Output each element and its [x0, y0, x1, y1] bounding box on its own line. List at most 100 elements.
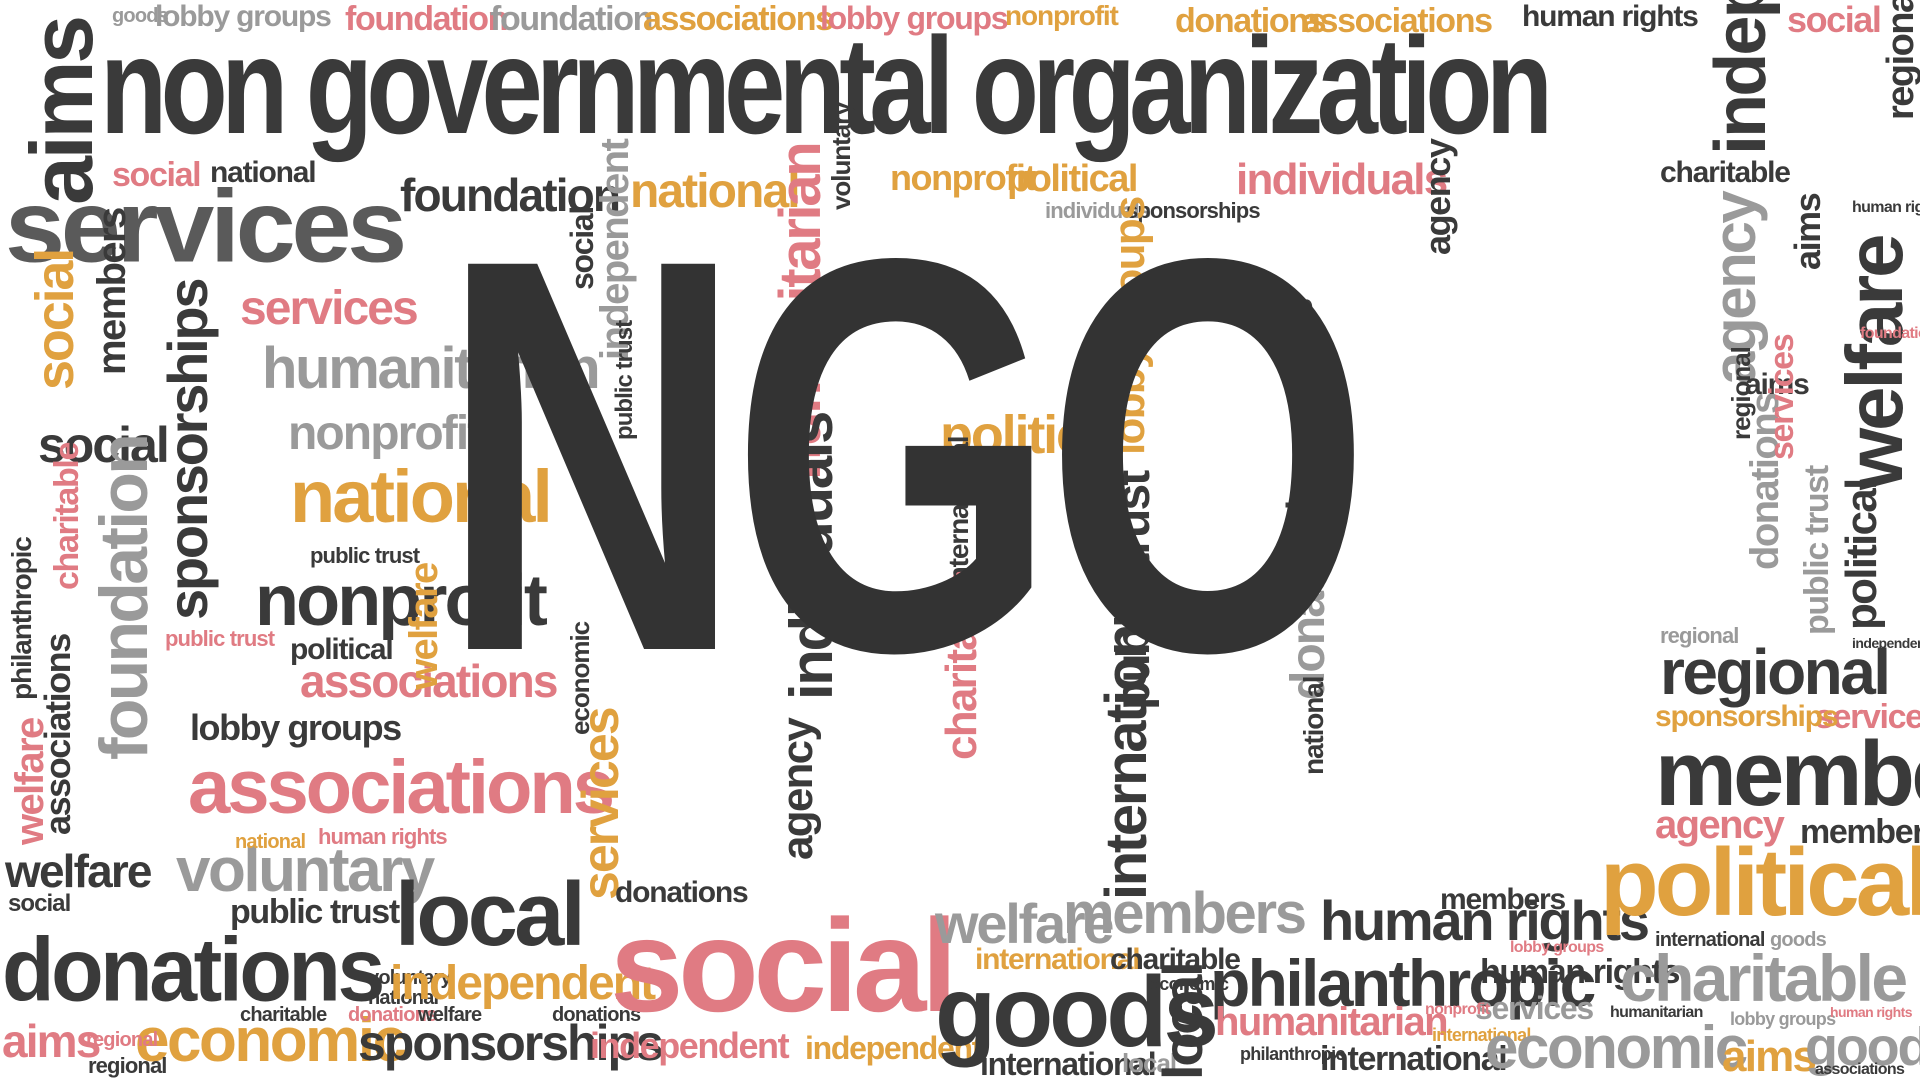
- word-donations: donations: [1175, 2, 1327, 40]
- word-social: social: [1787, 0, 1882, 40]
- word-individuals: individuals: [1045, 198, 1151, 223]
- word-international: international: [980, 1046, 1157, 1080]
- word-aims: aims: [1722, 1032, 1817, 1080]
- word-services: services: [1815, 698, 1920, 736]
- word-welfare: welfare: [5, 845, 152, 897]
- word-services: services: [240, 282, 419, 335]
- word-lobby-groups: lobby groups: [155, 0, 332, 33]
- word-social-vertical: social: [25, 249, 85, 390]
- word-members: members: [1655, 723, 1920, 825]
- word-international: international: [975, 943, 1141, 976]
- word-public-trust: public trust: [165, 626, 275, 651]
- word-donations: donations: [2, 919, 385, 1021]
- word-local: local: [395, 865, 586, 965]
- word-national: national: [630, 165, 801, 218]
- word-international: international: [1655, 929, 1765, 951]
- word-aims: aims: [2, 1015, 101, 1067]
- word-associations: associations: [188, 745, 615, 830]
- word-political: political: [290, 633, 394, 666]
- word-foundation: foundation: [345, 0, 508, 38]
- word-voluntary: voluntary: [368, 967, 452, 989]
- word-social: social: [8, 890, 71, 917]
- word-members: members: [1800, 813, 1920, 851]
- word-political: political: [1600, 829, 1920, 936]
- word-aims-vertical: aims: [1787, 193, 1828, 270]
- word-services-vertical: services: [1763, 334, 1801, 460]
- word-charitable: charitable: [1660, 156, 1791, 189]
- word-national: national: [368, 987, 439, 1009]
- word-associations: associations: [1302, 2, 1493, 40]
- word-regional: regional: [88, 1053, 167, 1078]
- word-economic: economic: [135, 1006, 407, 1075]
- word-independent: independent: [590, 1025, 790, 1066]
- word-sponsorships: sponsorships: [358, 1015, 664, 1071]
- word-members: members: [1063, 881, 1307, 946]
- word-regional: regional: [1660, 623, 1739, 648]
- word-sponsorships-vertical: sponsorships: [156, 279, 219, 620]
- word-lobby-groups: lobby groups: [1510, 939, 1604, 956]
- word-foundation-vertical: foundation: [86, 435, 162, 760]
- word-welfare-vertical: welfare: [1830, 236, 1919, 490]
- word-social: social: [610, 892, 958, 1039]
- word-nonprofit: nonprofit: [288, 407, 483, 460]
- word-associations: associations: [643, 0, 834, 38]
- word-charitable: charitable: [1110, 943, 1241, 976]
- word-associations: associations: [300, 655, 558, 707]
- word-independent: independent: [805, 1030, 982, 1066]
- word-human-rights: human rights: [1480, 953, 1680, 991]
- word-national: national: [235, 831, 306, 853]
- word-public-trust: public trust: [230, 893, 400, 931]
- word-economic: economic: [1485, 1014, 1748, 1080]
- word-human-rights: human rights: [1852, 199, 1920, 216]
- word-sponsorships: sponsorships: [1126, 198, 1261, 223]
- word-charitable: charitable: [1620, 941, 1908, 1015]
- word-aims: aims: [1745, 368, 1810, 401]
- word-goods: goods: [1770, 929, 1827, 951]
- word-sponsorships: sponsorships: [1655, 700, 1839, 733]
- word-donations: donations: [348, 1004, 437, 1026]
- word-foundation: foundation: [1860, 325, 1920, 342]
- word-foundation: foundation: [490, 0, 653, 38]
- word-political: political: [1007, 158, 1138, 200]
- word-national: national: [210, 156, 317, 189]
- word-services: services: [1475, 990, 1594, 1026]
- word-donations: donations: [615, 876, 749, 909]
- word-national: national: [290, 455, 553, 538]
- word-international: international: [1432, 1025, 1531, 1045]
- word-social: social: [38, 417, 170, 473]
- word-political-vertical: political: [1837, 479, 1886, 630]
- word-associations: associations: [1815, 1061, 1905, 1078]
- word-human-rights: human rights: [1830, 1004, 1913, 1020]
- word-regional: regional: [86, 1029, 158, 1051]
- title-text: non governmental organization: [100, 9, 1553, 163]
- word-human-rights: human rights: [318, 824, 448, 849]
- word-members-vertical: members: [90, 208, 134, 375]
- word-local: local: [1122, 1048, 1177, 1078]
- word-humanitarian: humanitarian: [262, 336, 601, 401]
- word-political: political: [940, 405, 1127, 465]
- word-charitable-vertical: charitable: [48, 442, 86, 590]
- word-donations: donations: [552, 1004, 641, 1026]
- word-goods: goods: [935, 956, 1219, 1068]
- word-charitable: charitable: [240, 1004, 327, 1026]
- word-individuals: individuals: [1236, 155, 1448, 204]
- word-social: social: [112, 156, 202, 194]
- word-welfare: welfare: [418, 1004, 482, 1026]
- word-international: international: [1320, 1040, 1508, 1078]
- word-humanitarian: humanitarian: [1215, 1000, 1449, 1044]
- word-philanthropic: philanthropic: [1210, 946, 1596, 1020]
- word-members: members: [1440, 883, 1566, 916]
- word-welfare-vertical: welfare: [402, 563, 446, 690]
- word-human-rights: human rights: [1320, 889, 1650, 952]
- word-lobby-groups: lobby groups: [820, 0, 1009, 36]
- word-voluntary: voluntary: [176, 836, 435, 905]
- word-nonprofit: nonprofit: [255, 561, 548, 641]
- word-public-trust-vertical: public trust: [1798, 466, 1836, 635]
- word-welfare-vertical: welfare: [8, 718, 52, 845]
- word-regional-vertical: regional: [1726, 347, 1756, 440]
- word-human-rights: human rights: [1522, 0, 1699, 33]
- word-public-trust: public trust: [310, 543, 420, 568]
- word-philanthropic: philanthropic: [1240, 1044, 1345, 1064]
- word-lobby-groups: lobby groups: [190, 707, 402, 748]
- word-nonprofit: nonprofit: [890, 157, 1036, 198]
